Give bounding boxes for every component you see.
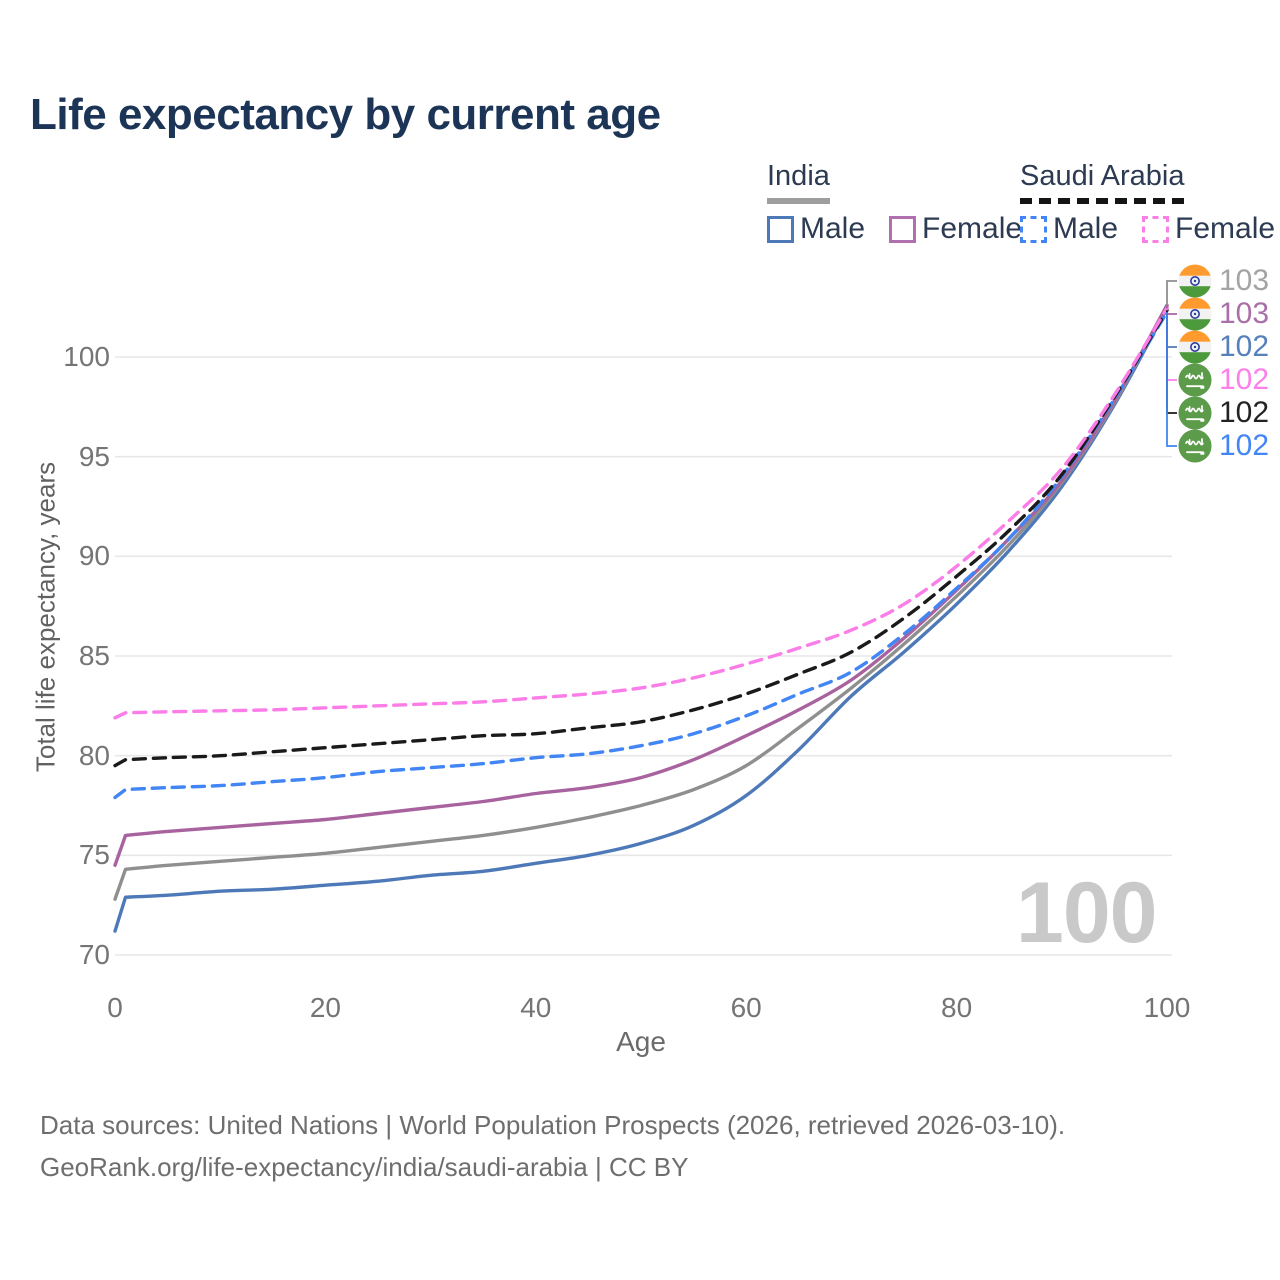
line-india-male	[113, 306, 1169, 933]
end-label-connector-india-total	[1166, 280, 1177, 307]
end-label-value: 102	[1219, 330, 1270, 363]
india-flag-icon	[1178, 330, 1212, 364]
end-label-value: 102	[1219, 429, 1270, 462]
end-label-saudi-arabia-male: 102	[1178, 429, 1269, 463]
line-india-total	[113, 304, 1169, 901]
legend-saudi-male-label: Male	[1053, 212, 1119, 245]
end-label-saudi-arabia-female: 102	[1178, 363, 1269, 397]
end-label-value: 102	[1219, 396, 1270, 429]
legend-saudi-title: Saudi Arabia	[1020, 160, 1185, 204]
end-label-india-male: 102	[1178, 330, 1269, 364]
footer-attribution: GeoRank.org/life-expectancy/india/saudi-…	[40, 1152, 689, 1183]
legend-group-india: India Male Female	[767, 160, 1046, 246]
x-tick-label-20: 20	[309, 992, 341, 1023]
saudi-arabia-flag-icon	[1178, 396, 1212, 430]
end-label-saudi-arabia-total: 102	[1178, 396, 1269, 430]
end-label-value: 103	[1219, 264, 1270, 297]
line-saudi-arabia-male	[113, 310, 1169, 800]
end-label-connector-saudi-arabia-female	[1166, 308, 1177, 381]
y-axis-title: Total life expectancy, years	[30, 461, 61, 773]
end-label-value: 103	[1219, 297, 1270, 330]
y-tick-label-100: 100	[63, 341, 110, 372]
legend-saudi-female-label: Female	[1175, 212, 1276, 245]
x-tick-label-40: 40	[520, 992, 552, 1023]
page-title: Life expectancy by current age	[30, 90, 661, 139]
y-tick-label-75: 75	[78, 839, 110, 871]
y-tick-label-90: 90	[78, 540, 110, 572]
saudi-arabia-flag-icon	[1178, 363, 1212, 397]
legend-group-saudi-arabia: Saudi Arabia Male Female	[1020, 160, 1280, 246]
india-flag-icon	[1178, 297, 1212, 331]
saudi-male-swatch-icon	[1020, 215, 1047, 243]
line-saudi-arabia-female	[113, 306, 1169, 720]
end-label-value: 102	[1219, 363, 1270, 396]
india-female-swatch-icon	[889, 215, 917, 243]
footer: Data sources: United Nations | World Pop…	[40, 1104, 1065, 1188]
x-tick-label-100: 100	[1143, 992, 1191, 1023]
legend-india-female-label: Female	[922, 212, 1023, 245]
x-axis-title: Age	[616, 1026, 666, 1057]
legend-item-india-male[interactable]: Male	[767, 212, 865, 246]
legend-item-india-female[interactable]: Female	[889, 212, 1022, 246]
x-tick-label-80: 80	[941, 992, 973, 1023]
age-frame-watermark: 100	[1016, 865, 1157, 961]
x-tick-label-0: 0	[107, 992, 123, 1023]
end-label-connector-saudi-arabia-male	[1166, 312, 1177, 447]
end-label-connector-saudi-arabia-total	[1166, 310, 1177, 414]
india-male-swatch-icon	[767, 215, 794, 243]
y-tick-label-95: 95	[78, 440, 110, 472]
y-tick-label-85: 85	[78, 640, 110, 671]
legend-india-title: India	[767, 160, 830, 204]
legend-item-saudi-female[interactable]: Female	[1142, 212, 1275, 246]
end-label-india-total: 103	[1178, 264, 1269, 298]
saudi-female-swatch-icon	[1142, 215, 1170, 243]
saudi-arabia-flag-icon	[1178, 429, 1212, 463]
footer-data-sources: Data sources: United Nations | World Pop…	[40, 1110, 1066, 1140]
legend-item-saudi-male[interactable]: Male	[1020, 212, 1118, 246]
india-flag-icon	[1178, 264, 1212, 298]
end-label-india-female: 103	[1178, 297, 1269, 331]
line-saudi-arabia-total	[113, 308, 1169, 768]
x-tick-label-60: 60	[730, 992, 762, 1023]
y-tick-label-70: 70	[78, 939, 110, 970]
legend-india-male-label: Male	[800, 212, 866, 245]
y-tick-label-80: 80	[78, 739, 110, 771]
